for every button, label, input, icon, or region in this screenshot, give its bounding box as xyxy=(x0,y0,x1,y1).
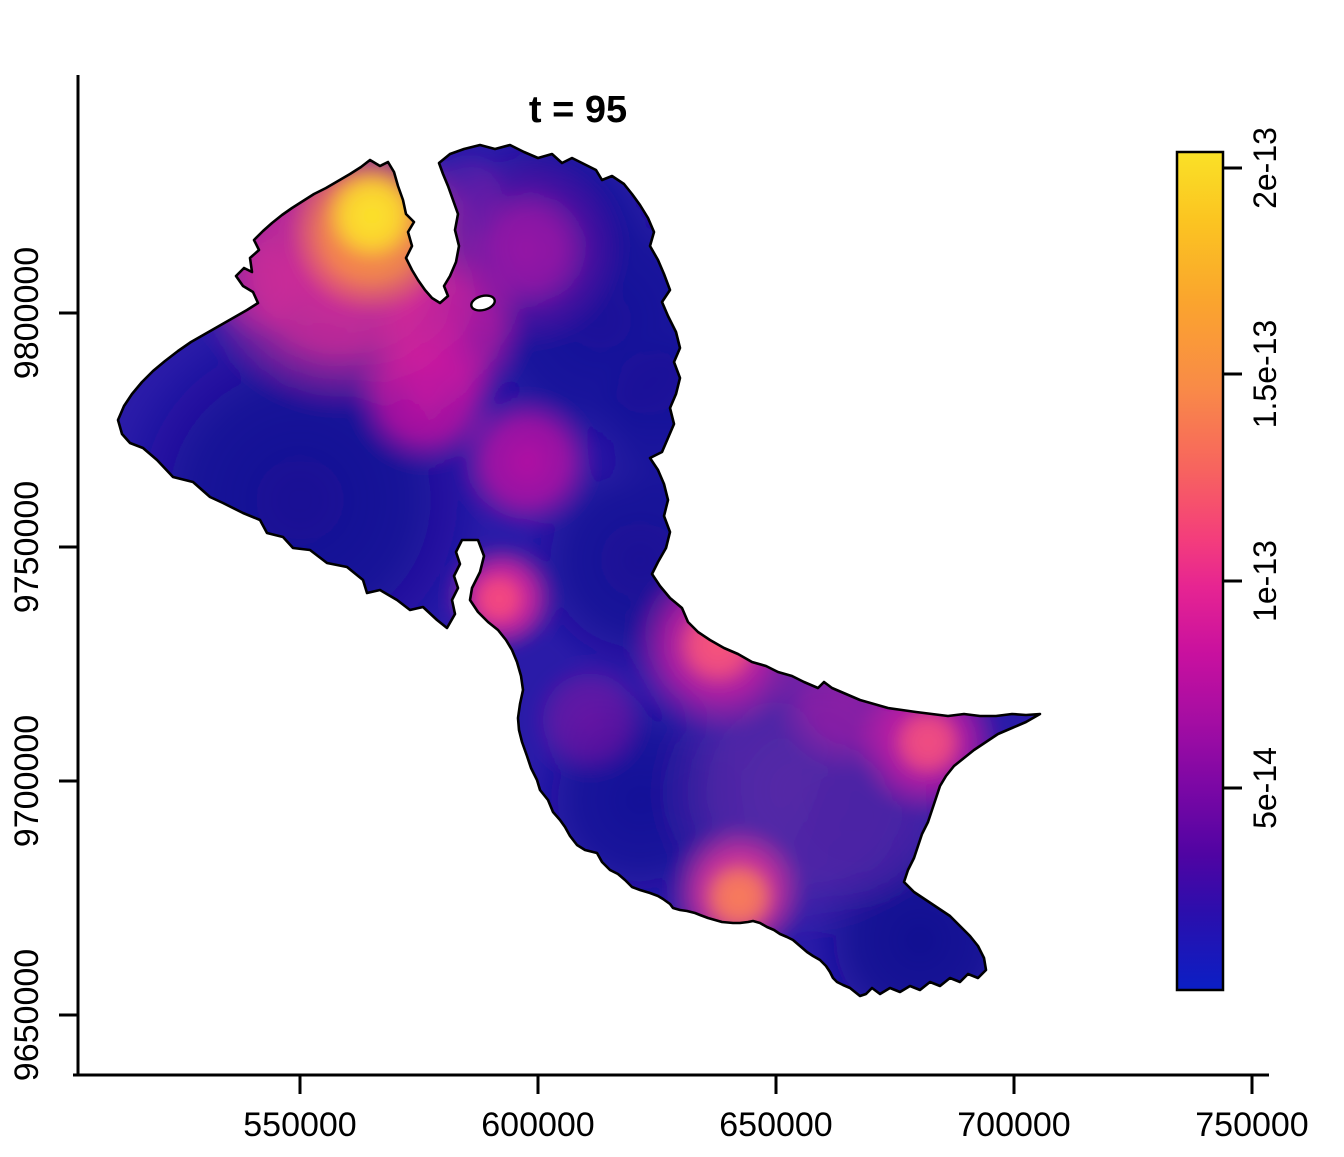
region-boundary xyxy=(116,143,1042,998)
hotspot-mid-blob xyxy=(457,391,598,532)
legend-tick-label: 1e-13 xyxy=(1247,540,1283,622)
x-tick-label: 700000 xyxy=(957,1106,1070,1144)
y-axis-ticks: 9650000 9700000 9750000 9800000 xyxy=(8,247,78,1081)
legend-gradient-bar xyxy=(1177,152,1223,990)
hotspot-sw-coast-strip xyxy=(529,660,650,781)
x-tick-label: 750000 xyxy=(1195,1106,1308,1144)
hotspot-cape-spot-core xyxy=(889,704,966,781)
hotspot-south-coast-core xyxy=(700,858,777,936)
coastal-pocket-hole xyxy=(470,294,496,312)
hotspot-nw-lobe-yellow-max xyxy=(323,167,420,264)
y-tick-label: 9650000 xyxy=(8,949,46,1081)
map-field xyxy=(118,145,1040,996)
x-axis-ticks: 550000 600000 650000 700000 750000 xyxy=(243,1075,1309,1144)
plot-title: t = 95 xyxy=(529,89,627,131)
legend-tick-label: 1.5e-13 xyxy=(1247,320,1283,429)
axes: 550000 600000 650000 700000 750000 96500… xyxy=(8,75,1309,1144)
y-tick-label: 9750000 xyxy=(8,481,46,613)
x-tick-label: 600000 xyxy=(481,1106,594,1144)
legend-tick-label: 5e-14 xyxy=(1247,747,1283,829)
hotspot-isthmus-spot-core xyxy=(470,570,528,628)
x-tick-label: 650000 xyxy=(719,1106,832,1144)
color-legend: 5e-14 1e-13 1.5e-13 2e-13 xyxy=(1175,127,1283,992)
map-hotspots xyxy=(118,145,1030,996)
legend-tick-label: 2e-13 xyxy=(1247,127,1283,209)
x-tick-label: 550000 xyxy=(243,1106,356,1144)
hotspot-east-coast-dark xyxy=(589,330,770,511)
y-tick-label: 9700000 xyxy=(8,715,46,847)
y-tick-label: 9800000 xyxy=(8,247,46,379)
legend-frame xyxy=(1175,150,1225,992)
